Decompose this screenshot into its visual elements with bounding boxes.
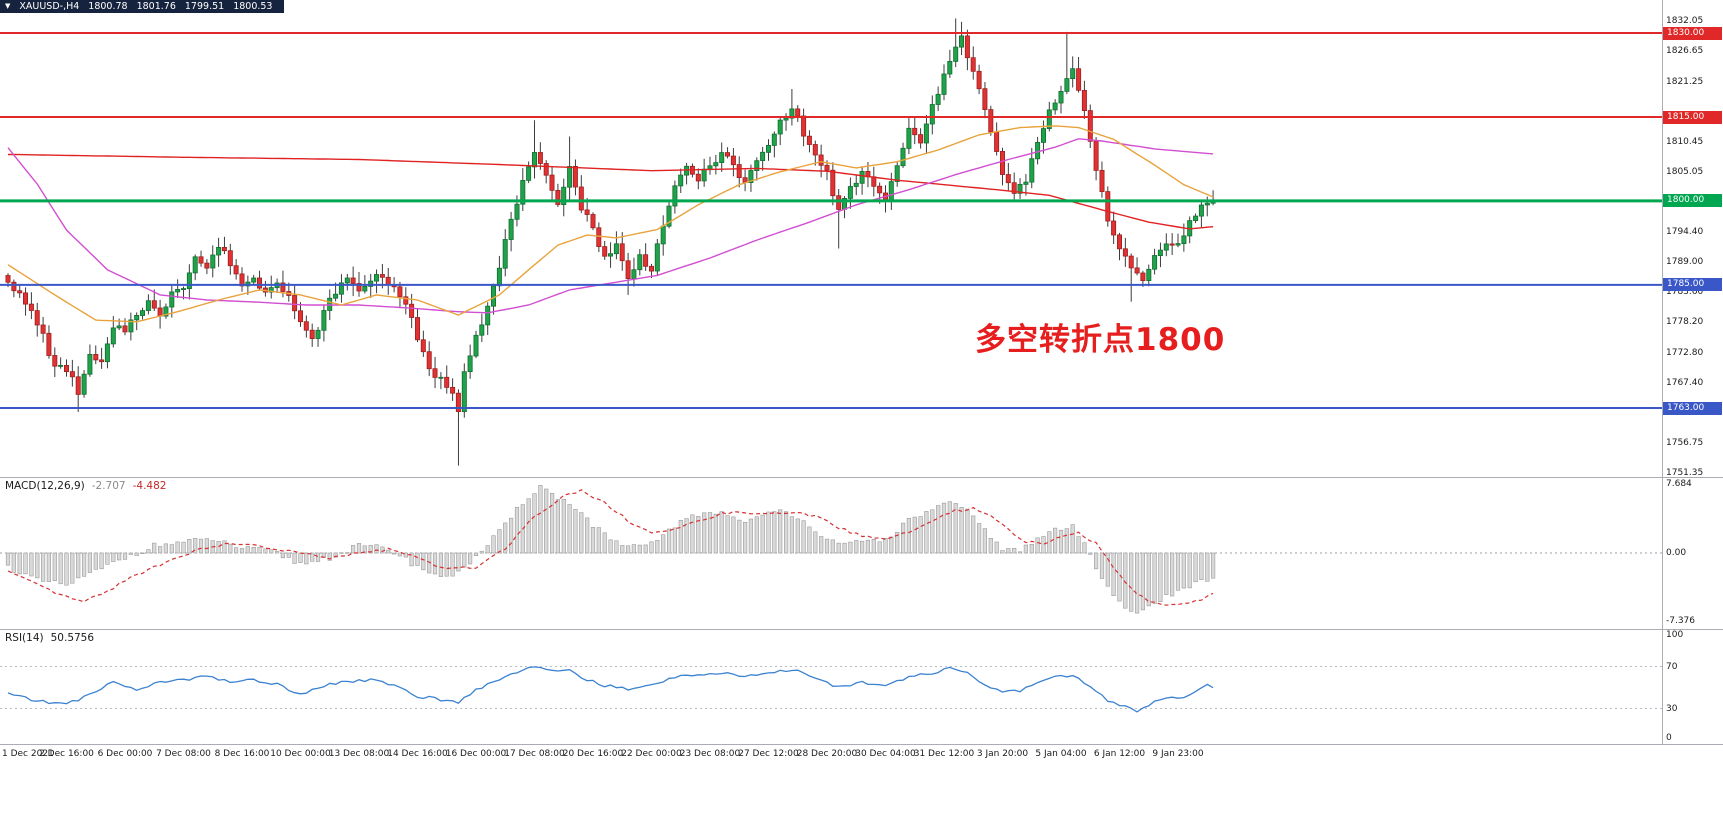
rsi-line bbox=[7, 666, 1214, 713]
collapse-chart-icon[interactable]: ▼ bbox=[5, 2, 11, 10]
time-axis-label: 28 Dec 20:00 bbox=[796, 749, 858, 759]
price-axis-label: 1810.45 bbox=[1666, 136, 1704, 147]
time-axis-label: 23 Dec 08:00 bbox=[679, 749, 741, 759]
macd-axis-label: 7.684 bbox=[1666, 479, 1692, 489]
price-chart-canvas[interactable] bbox=[0, 0, 1662, 478]
rsi-axis-label: 70 bbox=[1666, 661, 1678, 672]
time-axis-label: 9 Jan 23:00 bbox=[1152, 749, 1204, 759]
time-axis-label: 5 Jan 04:00 bbox=[1035, 749, 1087, 759]
low-value: 1799.51 bbox=[184, 1, 225, 12]
time-axis[interactable]: 1 Dec 2021 2 Dec 16:00 6 Dec 00:00 7 Dec 08… bbox=[0, 745, 1723, 763]
rsi-axis: 100 70 30 0 bbox=[1662, 630, 1723, 744]
price-line-badge: 1815.00 bbox=[1663, 110, 1722, 124]
price-axis-label: 1751.35 bbox=[1666, 467, 1704, 478]
time-axis-label: 20 Dec 16:00 bbox=[562, 749, 624, 759]
macd-main-value: -2.707 bbox=[91, 480, 126, 492]
price-axis-label: 1783.60 bbox=[1666, 287, 1704, 298]
price-axis-label: 1821.25 bbox=[1666, 76, 1704, 87]
price-axis-label: 1767.40 bbox=[1666, 377, 1704, 388]
rsi-label: RSI(14) 50.5756 bbox=[5, 632, 94, 644]
price-axis-label: 1789.00 bbox=[1666, 257, 1704, 267]
price-axis-label: 1778.20 bbox=[1666, 317, 1704, 328]
time-axis-label: 7 Dec 08:00 bbox=[156, 749, 211, 759]
time-axis-label: 6 Jan 12:00 bbox=[1093, 749, 1146, 759]
macd-label: MACD(12,26,9) -2.707 -4.482 bbox=[5, 480, 166, 492]
time-axis-label: 27 Dec 12:00 bbox=[738, 749, 799, 759]
macd-signal-value: -4.482 bbox=[132, 480, 167, 492]
rsi-axis-label: 0 bbox=[1666, 733, 1672, 743]
rsi-axis-label: 30 bbox=[1666, 703, 1678, 714]
open-value: 1800.78 bbox=[88, 1, 128, 12]
time-axis-label: 3 Jan 20:00 bbox=[976, 749, 1029, 759]
time-axis-label: 8 Dec 16:00 bbox=[214, 749, 270, 759]
price-axis-label: 1794.40 bbox=[1666, 226, 1704, 237]
rsi-canvas[interactable] bbox=[0, 630, 1662, 744]
price-axis-label: 1826.65 bbox=[1666, 46, 1704, 57]
macd-axis-label: 0.00 bbox=[1666, 548, 1687, 558]
close-value: 1800.53 bbox=[233, 1, 273, 12]
price-line-badge: 1830.00 bbox=[1663, 26, 1722, 40]
macd-axis-label: -7.376 bbox=[1666, 615, 1696, 626]
high-value: 1801.76 bbox=[136, 1, 176, 12]
price-line-badge: 1800.00 bbox=[1663, 194, 1722, 208]
time-axis-label: 2 Dec 16:00 bbox=[39, 749, 94, 759]
rsi-indicator-panel: RSI(14) 50.5756 100 70 30 0 bbox=[0, 630, 1723, 745]
price-axis-label: 1756.75 bbox=[1666, 437, 1704, 448]
macd-signal-line bbox=[7, 488, 1214, 606]
moving-average-ma-magenta bbox=[7, 138, 1214, 314]
moving-average-ma-orange bbox=[7, 125, 1214, 323]
time-axis-label: 22 Dec 00:00 bbox=[621, 749, 682, 759]
time-axis-label: 13 Dec 08:00 bbox=[328, 749, 390, 759]
time-axis-label: 30 Dec 04:00 bbox=[855, 749, 916, 759]
price-line-badge: 1763.00 bbox=[1663, 401, 1722, 415]
annotation-text[interactable]: 多空转折点1800 bbox=[975, 322, 1226, 358]
symbol-header-bar[interactable]: ▼ XAUUSD-,H4 1800.78 1801.76 1799.51 180… bbox=[0, 0, 285, 13]
symbol-period-label: XAUUSD-,H4 bbox=[19, 1, 80, 12]
time-axis-label: 16 Dec 00:00 bbox=[445, 749, 507, 759]
time-axis-label: 14 Dec 16:00 bbox=[387, 749, 448, 759]
macd-indicator-panel: MACD(12,26,9) -2.707 -4.482 7.684 0.00 -7.… bbox=[0, 478, 1723, 630]
time-axis-label: 31 Dec 12:00 bbox=[913, 749, 975, 759]
time-axis-label: 6 Dec 00:00 bbox=[97, 749, 153, 759]
time-axis-label: 1 Dec 2021 bbox=[2, 749, 54, 759]
time-axis-label: 17 Dec 08:00 bbox=[504, 749, 565, 759]
rsi-value: 50.5756 bbox=[50, 632, 95, 644]
bottom-filler bbox=[0, 763, 1723, 838]
price-axis-label: 1832.05 bbox=[1666, 16, 1704, 26]
macd-axis: 7.684 0.00 -7.376 bbox=[1662, 478, 1723, 629]
price-axis-label: 1805.05 bbox=[1666, 167, 1704, 178]
time-axis-label: 10 Dec 00:00 bbox=[270, 749, 331, 759]
rsi-axis-label: 100 bbox=[1666, 630, 1684, 640]
price-axis-label: 1772.80 bbox=[1666, 347, 1704, 358]
rsi-name: RSI(14) bbox=[5, 632, 44, 644]
macd-canvas[interactable] bbox=[0, 478, 1662, 629]
price-axis[interactable]: 1832.05 1826.65 1821.25 1810.45 1805.05 1794.… bbox=[1662, 0, 1723, 478]
price-line-badge: 1785.00 bbox=[1663, 278, 1722, 292]
macd-name: MACD(12,26,9) bbox=[5, 480, 85, 492]
price-chart-panel: ▼ XAUUSD-,H4 1800.78 1801.76 1799.51 180… bbox=[0, 0, 1723, 478]
moving-average-ma-slow-red bbox=[8, 153, 1214, 230]
